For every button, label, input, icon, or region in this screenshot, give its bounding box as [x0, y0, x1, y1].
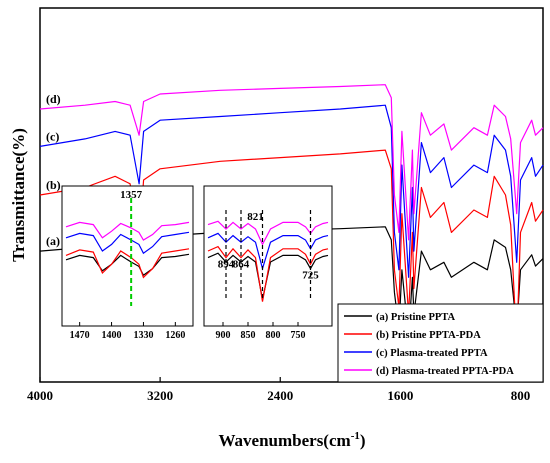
curve-labels: (a) (b) (c) (d) [46, 92, 61, 248]
inset-tick-label: 1400 [102, 330, 122, 341]
inset-tick-label: 1330 [133, 330, 153, 341]
legend-label-a: (a) Pristine PPTA [376, 312, 456, 323]
y-axis-title: Transmittance(%) [9, 128, 28, 262]
peak-label-725: 725 [302, 270, 319, 282]
x-tick-label: 1600 [387, 388, 413, 403]
x-tick-label: 2400 [267, 388, 293, 403]
legend-box [337, 303, 544, 383]
peak-label-894: 894 [218, 259, 235, 271]
series-line-b [39, 149, 544, 346]
curve-label-c: (c) [46, 129, 59, 143]
peak-label-864: 864 [233, 259, 250, 271]
inset-tick-label: 1470 [70, 330, 90, 341]
inset-tick-label: 850 [241, 330, 256, 341]
x-tick-label: 3200 [147, 388, 173, 403]
legend-items: (a) Pristine PPTA (b) Pristine PPTA-PDA (c… [344, 312, 514, 377]
x-tick-label: 4000 [27, 388, 53, 403]
inset-guide-label: 1357 [120, 189, 143, 201]
x-axis-title: Wavenumbers(cm-1) [218, 430, 365, 450]
inset-tick-label: 900 [216, 330, 231, 341]
curve-label-a: (a) [46, 234, 60, 248]
inset-tick-label: 800 [266, 330, 281, 341]
legend-label-c: (c) Plasma-treated PPTA [376, 348, 488, 359]
inset-series-line-c [207, 232, 329, 271]
legend-label-b: (b) Pristine PPTA-PDA [376, 330, 481, 341]
peak-label-821: 821 [247, 211, 264, 223]
inset-1: 1470 1400 1330 1260 1357 [61, 185, 194, 341]
legend-label-d: (d) Plasma-treated PPTA-PDA [376, 366, 514, 377]
curve-label-d: (d) [46, 92, 61, 106]
inset-series-line-d [207, 220, 329, 246]
series-line-c [39, 104, 544, 278]
series-line-d [39, 84, 544, 241]
x-tick-label: 800 [511, 388, 531, 403]
inset-tick-label: 750 [291, 330, 306, 341]
x-axis-title-superscript: -1 [351, 430, 360, 442]
inset-1-content: 1470 1400 1330 1260 1357 [65, 189, 190, 341]
inset-series-line-d [65, 221, 190, 241]
curve-label-b: (b) [46, 178, 61, 192]
inset-tick-label: 1260 [165, 330, 185, 341]
inset-series-line-b [207, 245, 329, 302]
inset-2-frame [203, 185, 333, 327]
legend: (a) Pristine PPTA (b) Pristine PPTA-PDA (c… [337, 303, 544, 383]
